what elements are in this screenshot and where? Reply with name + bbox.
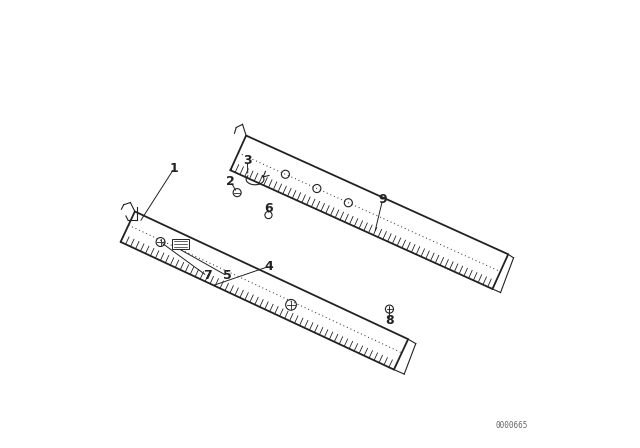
- Text: 1: 1: [170, 161, 179, 175]
- Text: 5: 5: [223, 269, 232, 283]
- Text: 9: 9: [378, 193, 387, 206]
- Text: 4: 4: [264, 260, 273, 273]
- FancyBboxPatch shape: [172, 239, 189, 249]
- Text: 6: 6: [264, 202, 273, 215]
- Text: 2: 2: [226, 175, 235, 188]
- Text: 7: 7: [203, 269, 211, 283]
- Text: 3: 3: [243, 154, 252, 167]
- Text: 0000665: 0000665: [496, 421, 529, 430]
- Text: 8: 8: [385, 314, 394, 327]
